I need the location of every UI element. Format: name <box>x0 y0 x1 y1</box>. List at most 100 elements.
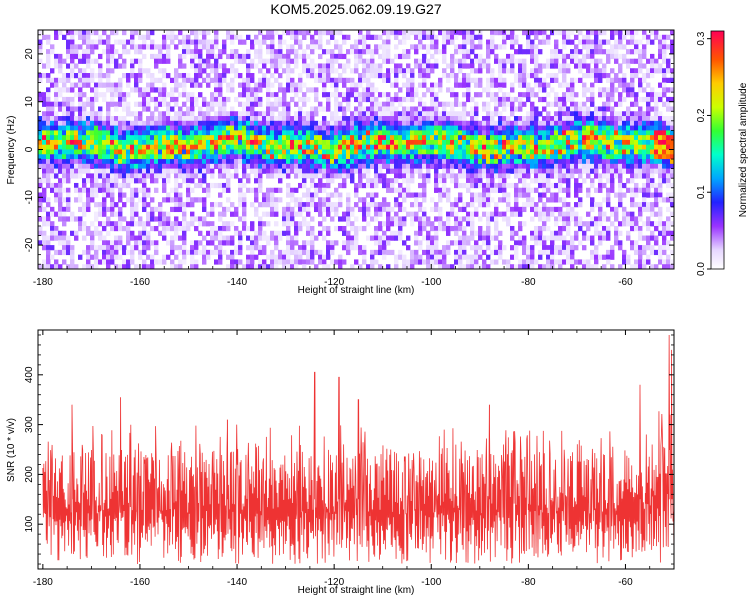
heatmap-cell <box>250 44 255 50</box>
heatmap-cell <box>454 221 459 227</box>
heatmap-cell <box>470 30 475 36</box>
heatmap-cell <box>538 120 543 126</box>
heatmap-cell <box>502 173 507 179</box>
heatmap-cell <box>562 101 567 107</box>
heatmap-cell <box>618 173 623 179</box>
heatmap-cell <box>622 159 627 165</box>
heatmap-cell <box>186 116 191 122</box>
heatmap-cell <box>94 39 99 45</box>
heatmap-cell <box>446 116 451 122</box>
heatmap-cell <box>46 49 51 55</box>
heatmap-cell <box>470 120 475 126</box>
heatmap-cell <box>662 168 667 174</box>
heatmap-cell <box>654 139 659 146</box>
heatmap-cell <box>522 82 527 88</box>
heatmap-cell <box>286 159 291 165</box>
heatmap-cell <box>106 144 111 150</box>
heatmap-cell <box>642 120 647 126</box>
heatmap-cell <box>162 53 167 60</box>
heatmap-cell <box>298 53 303 60</box>
heatmap-cell <box>498 82 503 88</box>
heatmap-cell <box>290 154 295 160</box>
heatmap-cell <box>362 87 367 93</box>
heatmap-cell <box>510 154 515 160</box>
heatmap-cell <box>478 159 483 165</box>
heatmap-cell <box>478 230 483 236</box>
heatmap-cell <box>198 130 203 136</box>
heatmap-cell <box>306 130 311 136</box>
heatmap-cell <box>354 163 359 170</box>
heatmap-cell <box>546 116 551 122</box>
heatmap-cell <box>630 101 635 107</box>
heatmap-cell <box>102 125 107 131</box>
heatmap-cell <box>342 68 347 74</box>
heatmap-cell <box>222 235 227 241</box>
heatmap-cell <box>58 163 63 170</box>
heatmap-cell <box>378 144 383 150</box>
heatmap-cell <box>546 120 551 126</box>
heatmap-cell <box>366 77 371 83</box>
heatmap-cell <box>198 144 203 150</box>
heatmap-cell <box>266 154 271 160</box>
heatmap-cell <box>210 92 215 98</box>
heatmap-cell <box>66 163 71 170</box>
heatmap-cell <box>254 230 259 236</box>
heatmap-cell <box>374 168 379 174</box>
heatmap-cell <box>538 30 543 36</box>
heatmap-cell <box>210 159 215 165</box>
heatmap-cell <box>502 211 507 217</box>
heatmap-cell <box>418 149 423 155</box>
heatmap-cell <box>86 168 91 174</box>
heatmap-cell <box>662 101 667 107</box>
heatmap-cell <box>414 163 419 170</box>
heatmap-cell <box>46 173 51 179</box>
heatmap-cell <box>254 211 259 217</box>
heatmap-cell <box>594 49 599 55</box>
heatmap-cell <box>226 182 231 189</box>
heatmap-cell <box>226 197 231 203</box>
heatmap-cell <box>510 63 515 69</box>
heatmap-cell <box>258 30 263 36</box>
heatmap-cell <box>162 96 167 103</box>
heatmap-cell <box>254 49 259 55</box>
heatmap-cell <box>626 187 631 193</box>
heatmap-cell <box>94 135 99 141</box>
heatmap-cell <box>110 68 115 74</box>
heatmap-cell <box>258 44 263 50</box>
heatmap-cell <box>366 92 371 98</box>
heatmap-cell <box>374 116 379 122</box>
heatmap-cell <box>74 197 79 203</box>
heatmap-cell <box>246 82 251 88</box>
heatmap-cell <box>306 116 311 122</box>
heatmap-cell <box>66 173 71 179</box>
heatmap-cell <box>286 116 291 122</box>
heatmap-cell <box>178 106 183 112</box>
heatmap-cell <box>366 34 371 40</box>
heatmap-cell <box>566 173 571 179</box>
heatmap-cell <box>562 144 567 150</box>
heatmap-cell <box>114 221 119 227</box>
heatmap-cell <box>626 82 631 88</box>
heatmap-cell <box>182 168 187 174</box>
heatmap-cell <box>398 230 403 236</box>
heatmap-cell <box>346 173 351 179</box>
heatmap-cell <box>558 154 563 160</box>
heatmap-cell <box>194 116 199 122</box>
heatmap-cell <box>218 192 223 198</box>
heatmap-cell <box>562 53 567 60</box>
heatmap-cell <box>358 73 363 79</box>
heatmap-cell <box>446 197 451 203</box>
heatmap-cell <box>162 34 167 40</box>
heatmap-cell <box>602 149 607 155</box>
heatmap-cell <box>334 130 339 136</box>
heatmap-cell <box>74 120 79 126</box>
heatmap-cell <box>330 154 335 160</box>
heatmap-cell <box>626 58 631 64</box>
heatmap-cell <box>510 163 515 170</box>
heatmap-cell <box>482 130 487 136</box>
heatmap-cell <box>502 168 507 174</box>
heatmap-cell <box>462 58 467 64</box>
heatmap-cell <box>614 168 619 174</box>
heatmap-cell <box>126 197 131 203</box>
heatmap-cell <box>130 163 135 170</box>
